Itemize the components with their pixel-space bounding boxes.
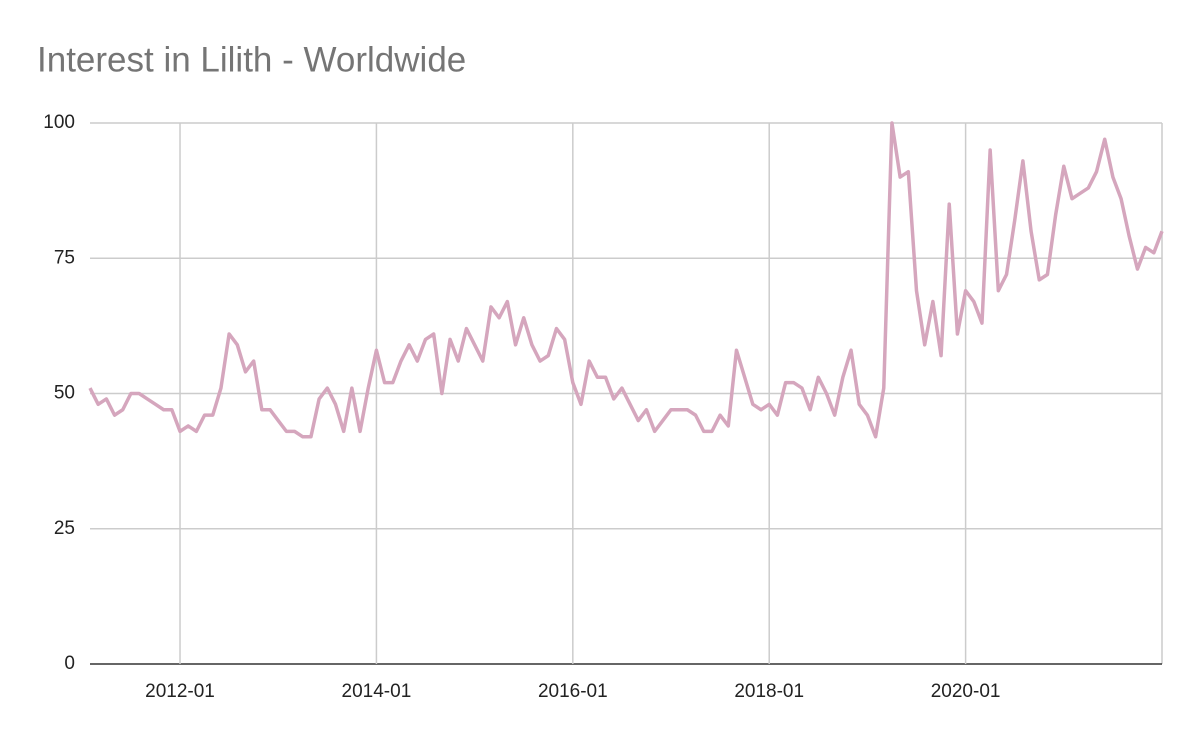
x-tick-label: 2020-01 <box>931 681 1001 702</box>
y-tick-label: 75 <box>54 247 75 268</box>
y-tick-label: 100 <box>43 112 75 133</box>
x-tick-label: 2012-01 <box>145 681 215 702</box>
x-tick-label: 2016-01 <box>538 681 608 702</box>
x-tick-label: 2018-01 <box>734 681 804 702</box>
chart-title: Interest in Lilith - Worldwide <box>37 40 466 79</box>
data-line <box>88 121 1164 439</box>
y-tick-label: 50 <box>54 383 75 404</box>
y-tick-label: 0 <box>64 653 75 674</box>
x-tick-label: 2014-01 <box>342 681 412 702</box>
y-tick-label: 25 <box>54 518 75 539</box>
